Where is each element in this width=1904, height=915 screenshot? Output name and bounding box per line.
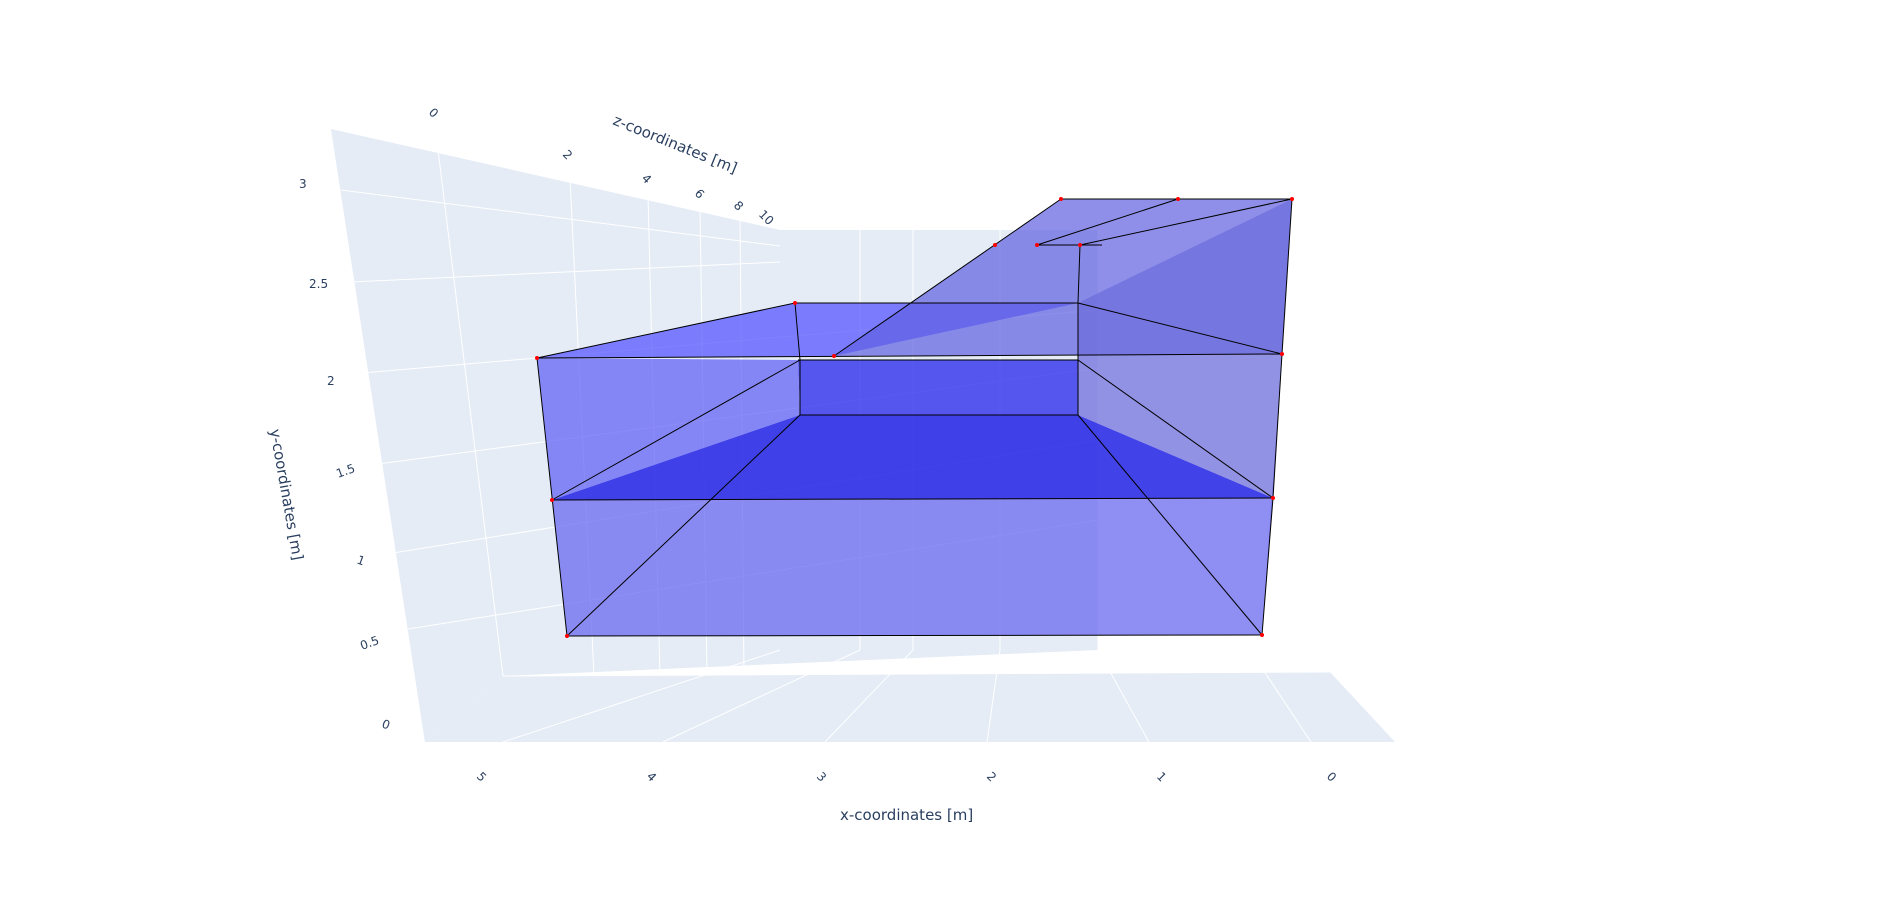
y-tick-label: 0 [380,717,392,733]
y-tick-label: 1 [355,553,367,569]
y-tick-label: 1.5 [334,461,357,481]
mesh-face-lower-right [1262,354,1282,635]
x-tick-label: 5 [474,769,489,784]
mesh-edges [536,198,1293,637]
z-tick-label: 4 [639,171,654,186]
z-tick-label: 8 [731,198,746,213]
x-axis: 5 4 3 2 1 0 x-coordinates [m] [474,769,1339,824]
x-tick-label: 2 [984,769,999,784]
mesh-vertices [535,197,1294,638]
x-tick-label: 4 [644,769,659,784]
mesh-face-right-upper-wall [1078,199,1292,498]
mesh-3d[interactable] [537,199,1292,636]
y-tick-label: 3 [299,177,307,191]
x-tick-label: 0 [1324,769,1339,784]
z-axis-title: z-coordinates [m] [611,111,740,177]
z-tick-label: 6 [692,186,707,201]
floor-pane [425,672,1395,742]
y-tick-label: 2.5 [309,277,328,291]
z-tick-label: 10 [756,207,777,228]
y-tick-label: 0.5 [358,633,381,653]
mesh-face-upper-left-wall [537,358,800,500]
y-tick-label: 2 [327,374,335,388]
x-tick-label: 3 [814,769,829,784]
y-axis-title: y-coordinates [m] [266,428,307,562]
mesh-face-upper-back [798,360,1078,415]
z-tick-label: 2 [560,147,575,162]
mesh-face-lower-front [552,498,1273,636]
x-axis-title: x-coordinates [m] [840,806,973,824]
x-tick-label: 1 [1154,769,1169,784]
z-tick-label: 0 [426,105,441,120]
